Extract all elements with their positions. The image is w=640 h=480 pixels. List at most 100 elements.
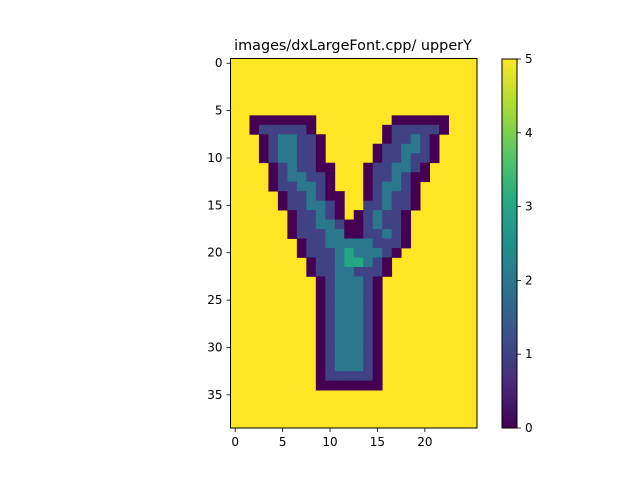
heatmap-cell — [296, 172, 307, 183]
heatmap-cell — [315, 361, 326, 372]
heatmap-cell — [363, 276, 374, 287]
heatmap-cell — [277, 200, 288, 211]
heatmap-cell — [325, 285, 336, 296]
heatmap-cell — [268, 172, 279, 183]
heatmap-cell — [334, 323, 345, 334]
heatmap-cell — [363, 295, 374, 306]
heatmap-cell — [401, 153, 412, 164]
y-tick-label: 15 — [207, 198, 222, 212]
heatmap-cell — [287, 172, 298, 183]
heatmap-cell — [296, 229, 307, 239]
heatmap-cell — [372, 266, 383, 277]
heatmap-cell — [372, 181, 383, 192]
heatmap-cell — [334, 229, 345, 239]
x-tick-label: 5 — [279, 435, 287, 449]
heatmap-cell — [353, 219, 364, 230]
heatmap-cell — [325, 323, 336, 334]
heatmap-cell — [325, 352, 336, 363]
heatmap-cell — [391, 191, 402, 202]
heatmap-cell — [372, 162, 383, 173]
heatmap-cell — [249, 115, 260, 126]
heatmap-cell — [296, 134, 307, 145]
heatmap-cell — [363, 181, 374, 192]
heatmap-cell — [363, 285, 374, 296]
heatmap-cell — [401, 229, 412, 239]
heatmap-cell — [287, 191, 298, 202]
x-tick-label: 20 — [417, 435, 432, 449]
heatmap-cell — [372, 380, 383, 391]
heatmap-cell — [363, 314, 374, 325]
heatmap-cell — [268, 115, 279, 126]
heatmap-cell — [296, 247, 307, 258]
heatmap-cell — [363, 323, 374, 334]
heatmap-cell — [268, 181, 279, 192]
heatmap-cell — [287, 229, 298, 239]
heatmap-cell — [325, 361, 336, 372]
heatmap-cell — [410, 172, 421, 183]
heatmap-cell — [277, 124, 288, 135]
heatmap-cell — [277, 134, 288, 145]
heatmap-cell — [296, 153, 307, 164]
y-tick-label: 35 — [207, 388, 222, 402]
heatmap-cell — [410, 134, 421, 145]
heatmap-cell — [334, 333, 345, 344]
heatmap-cell — [325, 200, 336, 211]
heatmap-cell — [391, 172, 402, 183]
heatmap-cell — [372, 247, 383, 258]
heatmap-cell — [401, 191, 412, 202]
colorbar-axis: 0 1 2 3 4 5 — [517, 52, 533, 435]
heatmap-cell — [315, 276, 326, 287]
heatmap-cell — [372, 314, 383, 325]
heatmap-cell — [268, 124, 279, 135]
heatmap-cell — [315, 314, 326, 325]
heatmap-cell — [287, 115, 298, 126]
heatmap-cell — [353, 295, 364, 306]
heatmap-cell — [363, 210, 374, 220]
heatmap-cell — [277, 143, 288, 154]
heatmap-cell — [353, 323, 364, 334]
heatmap-cell — [363, 191, 374, 202]
heatmap-cell — [334, 257, 345, 268]
heatmap-cell — [363, 162, 374, 173]
heatmap-cell — [353, 266, 364, 277]
heatmap-cell — [372, 295, 383, 306]
heatmap-cell — [372, 210, 383, 220]
colorbar-tick-label: 1 — [525, 347, 533, 361]
heatmap-cell — [296, 181, 307, 192]
heatmap-cell — [296, 210, 307, 220]
heatmap-cell — [382, 266, 393, 277]
heatmap-cell — [344, 229, 355, 239]
heatmap-cell — [306, 115, 317, 126]
heatmap-cell — [268, 162, 279, 173]
heatmap-cell — [391, 134, 402, 145]
colorbar-frame — [501, 58, 518, 429]
heatmap-cell — [258, 134, 269, 145]
heatmap-cell — [287, 153, 298, 164]
heatmap-cell — [296, 191, 307, 202]
heatmap-cell — [391, 200, 402, 211]
heatmap-cell — [325, 342, 336, 353]
heatmap-cell — [372, 172, 383, 183]
heatmap-cell — [287, 124, 298, 135]
heatmap-cell — [353, 229, 364, 239]
heatmap-cell — [306, 266, 317, 277]
heatmap-cell — [429, 143, 440, 154]
heatmap-cell — [344, 342, 355, 353]
heatmap-cell — [439, 115, 449, 126]
heatmap-cell — [315, 229, 326, 239]
heatmap-cell — [287, 200, 298, 211]
heatmap-cell — [420, 115, 430, 126]
heatmap-cell — [315, 380, 326, 391]
heatmap-cell — [429, 153, 440, 164]
heatmap-cell — [325, 219, 336, 230]
heatmap-cell — [315, 285, 326, 296]
heatmap-cell — [268, 153, 279, 164]
heatmap-cell — [325, 304, 336, 315]
heatmap-cell — [410, 153, 421, 164]
heatmap-cell — [325, 181, 336, 192]
heatmap-cell — [353, 304, 364, 315]
heatmap-cell — [334, 371, 345, 382]
heatmap-cell — [268, 134, 279, 145]
heatmap-cell — [382, 219, 393, 230]
heatmap-cell — [315, 143, 326, 154]
